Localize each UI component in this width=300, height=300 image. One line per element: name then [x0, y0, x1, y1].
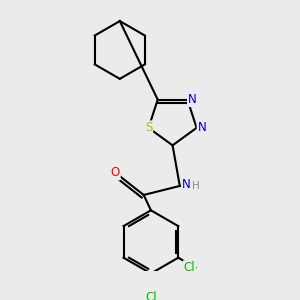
Text: H: H	[192, 181, 200, 191]
Text: S: S	[145, 122, 152, 134]
Text: Cl: Cl	[184, 261, 195, 274]
Text: N: N	[198, 122, 206, 134]
Text: N: N	[182, 178, 191, 191]
Text: N: N	[188, 93, 197, 106]
Text: O: O	[110, 167, 120, 179]
Text: Cl: Cl	[145, 291, 157, 300]
